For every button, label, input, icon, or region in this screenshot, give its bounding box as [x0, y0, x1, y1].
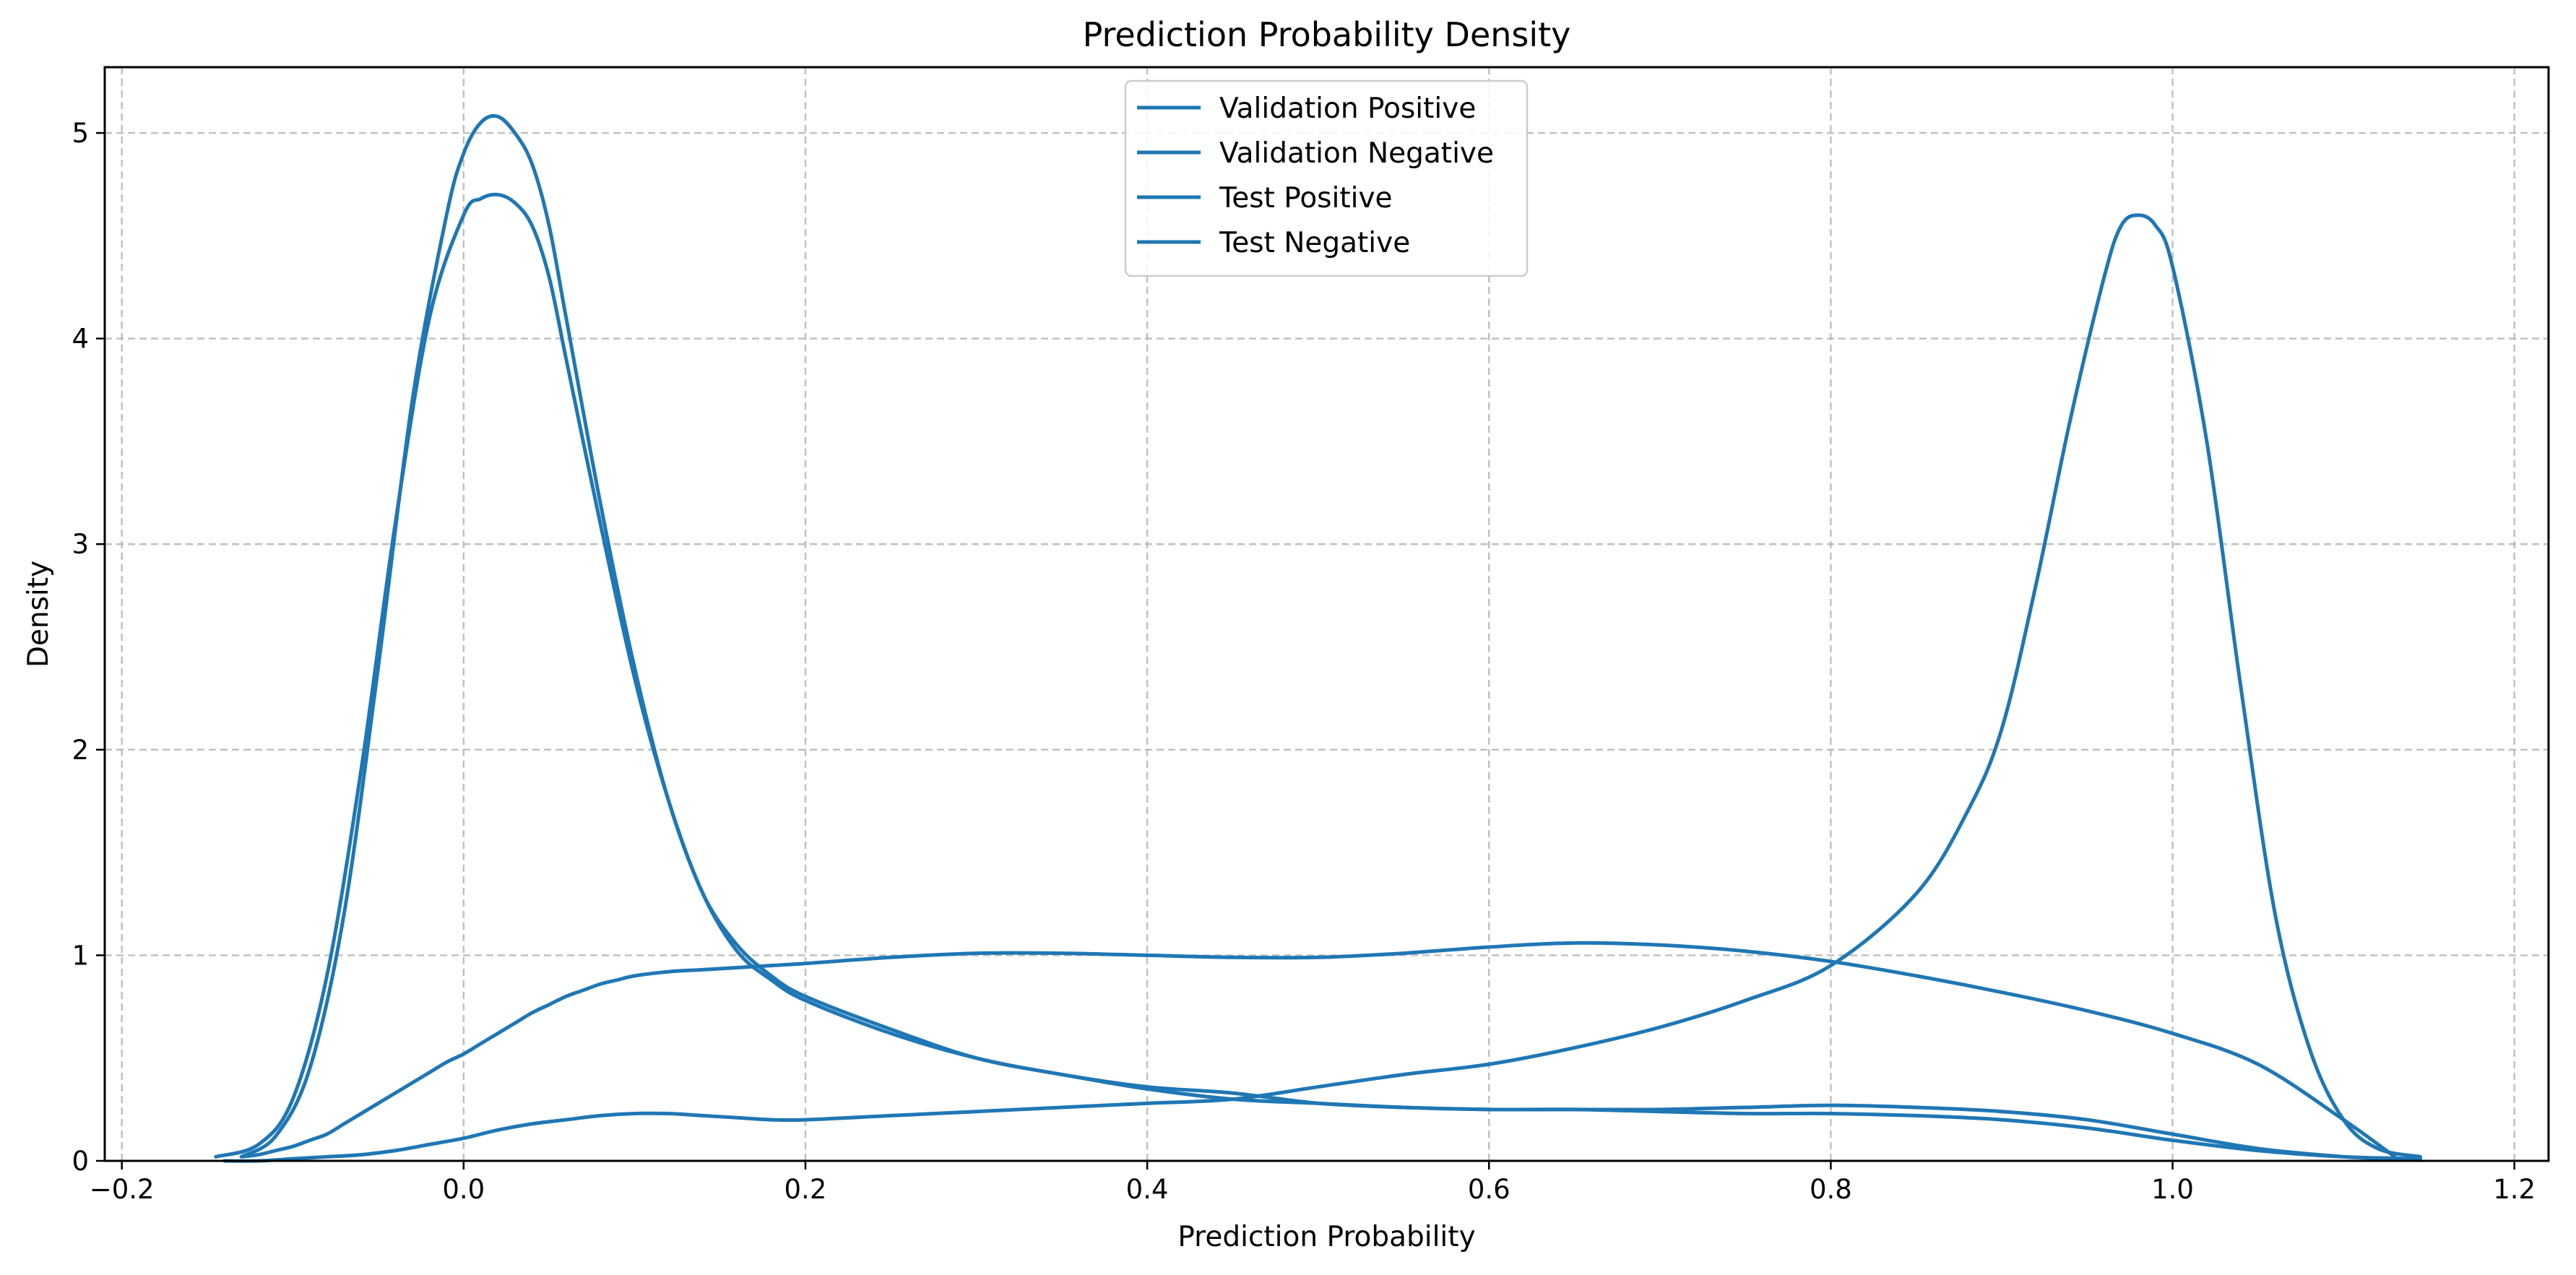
x-tick-label: 0.4 [1126, 1174, 1169, 1205]
y-tick-label: 1 [72, 940, 89, 971]
legend-label: Test Positive [1219, 182, 1393, 215]
legend: Validation Positive Validation Negative Te… [1124, 79, 1529, 277]
x-tick-label: 0.0 [442, 1174, 485, 1205]
x-tick-label: −0.2 [90, 1174, 155, 1205]
y-tick-label: 2 [72, 735, 89, 766]
series-layer [214, 113, 2423, 1163]
y-tick-label: 3 [72, 529, 89, 560]
series-line-test-negative [239, 113, 2397, 1161]
x-tick-label: 0.8 [1810, 1174, 1852, 1205]
x-axis-label: Prediction Probability [1177, 1221, 1475, 1253]
chart-title: Prediction Probability Density [1083, 15, 1571, 54]
y-axis-label: Density [22, 561, 55, 667]
x-axis: −0.2 0.0 0.2 0.4 0.6 0.8 1.0 1.2 [90, 1161, 2536, 1205]
y-tick-label: 0 [72, 1146, 89, 1177]
y-axis: 0 1 2 3 4 5 [72, 118, 105, 1177]
x-tick-label: 0.6 [1468, 1174, 1510, 1205]
x-tick-label: 1.2 [2493, 1174, 2536, 1205]
series-line-test-positive [222, 213, 2423, 1163]
x-tick-label: 0.2 [785, 1174, 827, 1205]
y-tick-label: 5 [72, 118, 89, 149]
legend-label: Validation Positive [1219, 92, 1476, 125]
legend-label: Validation Negative [1219, 137, 1494, 170]
x-tick-label: 1.0 [2151, 1174, 2194, 1205]
plot-frame [103, 66, 2550, 1162]
legend-label: Test Negative [1219, 227, 1410, 259]
legend-box [1124, 79, 1529, 277]
y-tick-label: 4 [72, 324, 89, 355]
